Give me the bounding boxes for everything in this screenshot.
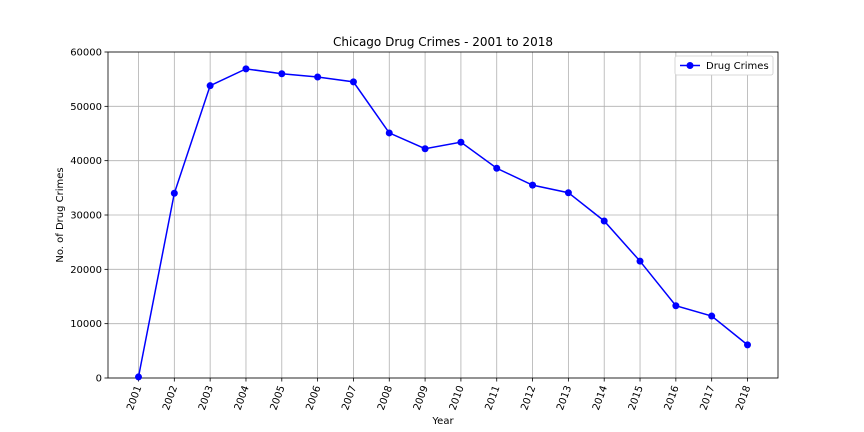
- x-tick-label: 2015: [627, 384, 646, 412]
- legend-marker-swatch: [686, 62, 694, 69]
- y-tick-label: 40000: [70, 156, 102, 167]
- x-tick-label: 2001: [125, 384, 144, 412]
- x-tick-label: 2012: [519, 384, 538, 412]
- x-tick-label: 2008: [376, 384, 395, 412]
- x-tick-label: 2013: [555, 384, 574, 412]
- y-tick-label: 10000: [70, 319, 102, 330]
- data-point: [708, 312, 716, 320]
- x-tick-label: 2005: [269, 384, 288, 412]
- x-tick-label: 2003: [197, 384, 216, 412]
- x-tick-label: 2014: [591, 384, 610, 412]
- x-tick-label: 2017: [698, 384, 717, 412]
- y-tick-label: 60000: [70, 48, 102, 59]
- series-layer: [135, 65, 751, 381]
- data-point: [135, 373, 142, 381]
- data-point: [564, 189, 572, 197]
- data-point: [636, 257, 644, 265]
- data-point: [600, 217, 608, 225]
- data-point: [421, 145, 429, 153]
- x-tick-label: 2018: [734, 384, 753, 412]
- data-point: [314, 73, 322, 81]
- data-point: [206, 82, 214, 90]
- plot-area-frame: [107, 51, 779, 379]
- data-point: [744, 341, 751, 349]
- x-tick-label: 2007: [340, 384, 359, 412]
- data-point: [278, 70, 286, 78]
- y-tick-label: 50000: [70, 102, 102, 113]
- x-tick-label: 2011: [484, 384, 503, 412]
- data-point: [529, 181, 537, 189]
- y-tick-label: 20000: [70, 265, 102, 276]
- data-point: [385, 129, 393, 137]
- series-line-drug-crimes: [137, 68, 748, 378]
- x-axis-label: Year: [431, 416, 454, 427]
- data-point: [170, 189, 178, 197]
- y-axis-label: No. of Drug Crimes: [55, 167, 66, 262]
- y-tick-label: 30000: [70, 211, 102, 222]
- grid-lines: [108, 51, 778, 379]
- x-tick-label: 2002: [161, 384, 180, 412]
- data-point: [457, 138, 465, 146]
- legend-box: [674, 55, 774, 76]
- data-point: [242, 65, 250, 73]
- data-point: [349, 78, 357, 86]
- x-tick-label: 2006: [304, 384, 323, 412]
- legend: Drug Crimes: [674, 55, 774, 76]
- x-tick-label: 2010: [448, 384, 467, 412]
- axis-ticks: 0 10000 20000 30000 40000 50000 60000 2001 2002 2…: [70, 48, 753, 412]
- x-tick-label: 2016: [663, 384, 682, 412]
- chart-title: Chicago Drug Crimes - 2001 to 2018: [333, 35, 553, 49]
- data-point: [493, 164, 501, 172]
- x-tick-label: 2004: [233, 384, 252, 412]
- x-tick-label: 2009: [412, 384, 431, 412]
- y-tick-label: 0: [96, 374, 102, 385]
- data-point: [672, 302, 680, 310]
- legend-entry-drug-crimes: Drug Crimes: [706, 61, 769, 72]
